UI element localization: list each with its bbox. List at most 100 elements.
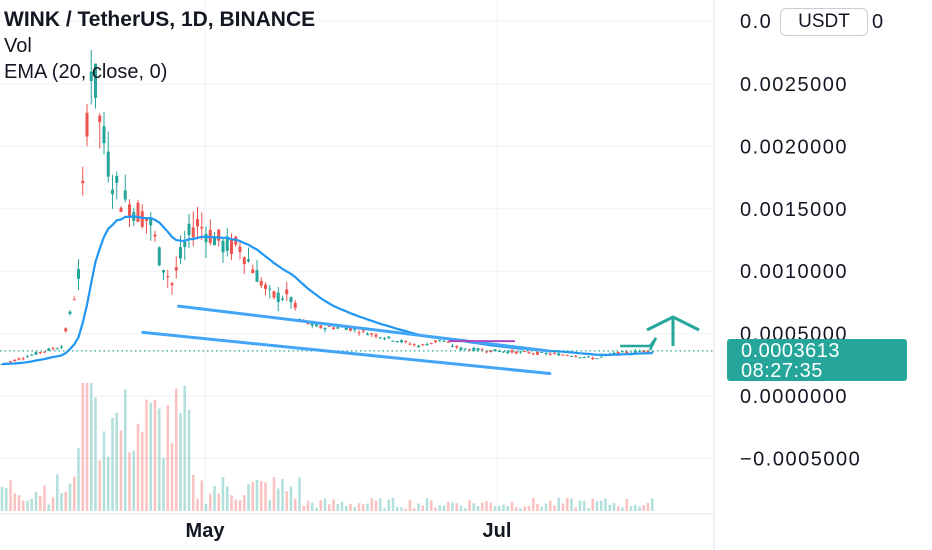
candle-body (81, 181, 85, 184)
candle-body (276, 292, 280, 303)
candle-body (98, 115, 102, 123)
candle-body (527, 352, 531, 354)
volume-bar (404, 508, 408, 511)
volume-bar (531, 498, 535, 511)
candle-body (179, 247, 182, 259)
volume-bar (459, 505, 463, 511)
volume-bar (625, 498, 629, 511)
volume-bar (225, 486, 229, 511)
volume-bar (633, 504, 637, 511)
volume-bar (251, 481, 255, 511)
candle-body (553, 353, 556, 355)
volume-bar (616, 506, 620, 511)
volume-bar (540, 506, 544, 511)
volume-bar (72, 476, 76, 511)
candle-body (162, 270, 165, 273)
candle-body (47, 348, 51, 351)
candle-body (429, 342, 433, 344)
candle-body (306, 323, 310, 325)
candle-body (446, 341, 450, 343)
volume-bar (34, 491, 38, 511)
volume-bar (30, 498, 34, 511)
candle-body (502, 351, 505, 353)
volume-bar (421, 505, 425, 511)
volume-bar (38, 495, 42, 511)
candle-body (366, 333, 369, 336)
volume-bar (417, 503, 420, 511)
volume-bar (149, 402, 153, 511)
ema-legend[interactable]: EMA (20, close, 0) (4, 61, 168, 83)
candle-body (625, 351, 629, 354)
candle-body (157, 247, 161, 266)
candle-body (616, 351, 620, 355)
volume-bar (476, 506, 480, 511)
volume-bar (123, 389, 127, 511)
volume-bar (374, 500, 378, 511)
volume-bar (608, 504, 612, 511)
candle-body (591, 357, 595, 360)
volume-bar (200, 480, 204, 511)
candle-body (102, 126, 106, 144)
candle-body (561, 354, 565, 356)
candle-body (540, 351, 544, 353)
candle-body (536, 351, 539, 355)
volume-bar (357, 503, 361, 511)
volume-bar (472, 503, 476, 511)
grid (0, 0, 714, 514)
currency-badge[interactable]: USDT (780, 8, 868, 36)
breakout-path (620, 337, 658, 351)
volume-bar (140, 431, 144, 511)
symbol-title[interactable]: WINK / TetherUS, 1D, BINANCE (4, 8, 316, 31)
candle-body (191, 227, 195, 238)
volume-bar (64, 491, 68, 511)
volume-bar (480, 502, 484, 511)
volume-bar (383, 508, 386, 511)
candle-body (349, 328, 352, 331)
volume-bar (106, 456, 110, 511)
volume-bar (132, 450, 136, 511)
candle-body (638, 351, 641, 353)
price-axis[interactable]: 0.00250000.00200000.00150000.00100000.00… (740, 11, 885, 470)
volume-bar (204, 503, 208, 511)
volume-legend[interactable]: Vol (4, 35, 32, 57)
candle-body (621, 351, 624, 353)
candle-body (595, 358, 599, 360)
volume-bar (340, 501, 344, 511)
volume-bar (638, 506, 641, 511)
volume-bar (344, 505, 348, 511)
breakout-arrow-head (646, 315, 700, 332)
volume-bar (582, 501, 586, 511)
last-price-tag: 0.0003613 08:27:35 (727, 339, 907, 382)
candle-body (13, 359, 17, 362)
candle-body (187, 223, 191, 236)
volume-bar (412, 508, 416, 511)
candle-body (17, 358, 21, 360)
volume-bar (242, 495, 246, 511)
time-axis-label: May (186, 520, 226, 542)
volume-bar (94, 397, 97, 511)
candle-body (68, 311, 72, 314)
volume-bar (574, 507, 578, 511)
volume-bar (162, 458, 165, 511)
volume-bar (234, 499, 238, 511)
volume-bar (323, 498, 327, 511)
volume-bar (9, 480, 12, 511)
candle-body (213, 236, 216, 246)
volume-bar (408, 499, 412, 511)
candle-body (582, 356, 586, 358)
candle-body (353, 329, 357, 331)
candle-body (94, 63, 97, 98)
volume-bar (387, 499, 391, 511)
time-axis[interactable]: May Jul (186, 520, 512, 542)
volume-bar (255, 479, 259, 511)
candle-body (412, 344, 416, 346)
volume-bar (221, 477, 225, 511)
candle-body (170, 283, 174, 286)
candle-body (357, 332, 361, 334)
volume-bar (361, 504, 365, 511)
volume-bar (170, 443, 174, 511)
time-axis-label: Jul (483, 520, 512, 542)
volume-bar (281, 479, 284, 511)
candle-body (574, 356, 578, 358)
